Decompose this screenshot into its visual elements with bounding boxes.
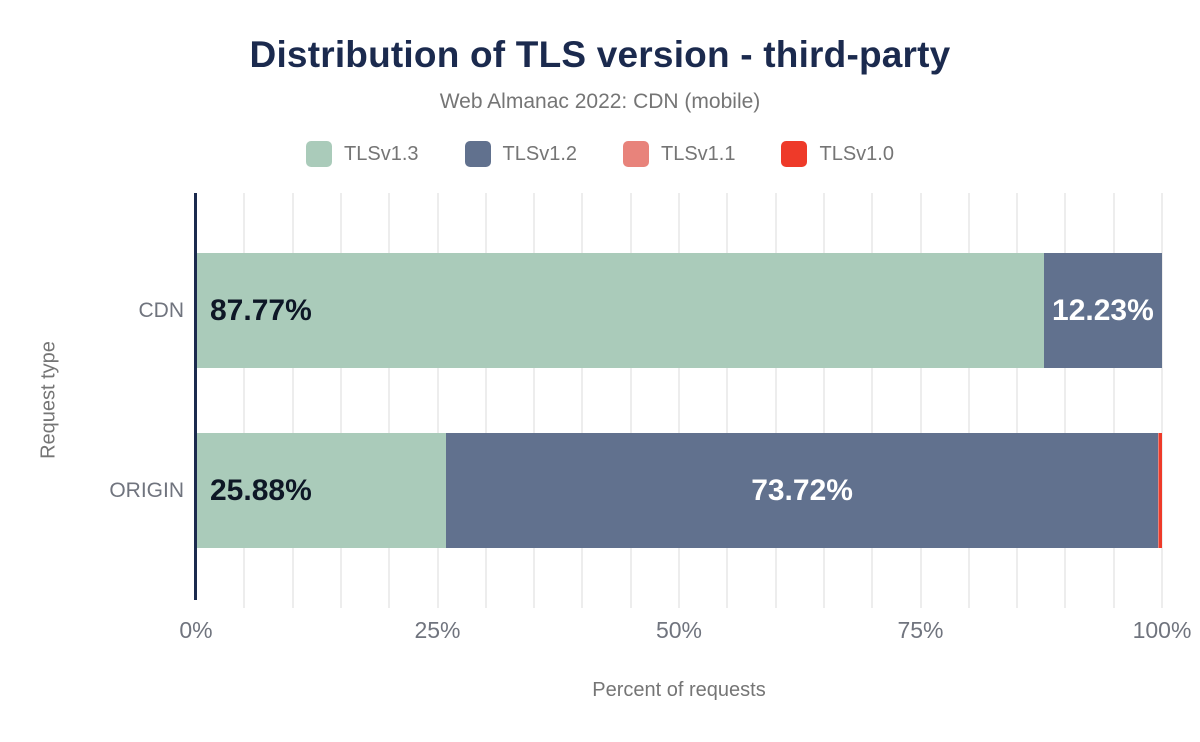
data-label-origin-tlsv1.3: 25.88% bbox=[210, 473, 312, 507]
gridline-75 bbox=[919, 193, 922, 608]
gridline-5 bbox=[243, 193, 246, 608]
legend-item-tlsv1.0: TLSv1.0 bbox=[781, 141, 894, 167]
bar-row-cdn: 87.77% 12.23% bbox=[196, 253, 1162, 368]
bar-segment-cdn-tlsv1.3: 87.77% bbox=[196, 253, 1044, 368]
category-label-origin: ORIGIN bbox=[109, 478, 184, 502]
legend-label: TLSv1.3 bbox=[344, 142, 419, 165]
legend-item-tlsv1.2: TLSv1.2 bbox=[464, 141, 577, 167]
gridline-20 bbox=[388, 193, 391, 608]
data-label-cdn-tlsv1.2: 12.23% bbox=[1052, 293, 1154, 327]
gridline-10 bbox=[291, 193, 294, 608]
gridline-65 bbox=[822, 193, 825, 608]
legend-item-tlsv1.1: TLSv1.1 bbox=[623, 141, 735, 167]
y-axis-line bbox=[194, 193, 197, 600]
bar-segment-origin-tlsv1.1 bbox=[1158, 433, 1160, 548]
x-tick-100pct: 100% bbox=[1132, 617, 1192, 643]
category-label-cdn: CDN bbox=[138, 298, 185, 322]
legend-label: TLSv1.2 bbox=[502, 142, 577, 165]
gridline-90 bbox=[1064, 193, 1067, 608]
gridline-95 bbox=[1112, 193, 1115, 608]
chart-title: Distribution of TLS version - third-part… bbox=[249, 34, 951, 75]
gridline-85 bbox=[1016, 193, 1019, 608]
gridline-50 bbox=[678, 193, 680, 608]
x-tick-25pct: 25% bbox=[414, 617, 461, 643]
x-tick-75pct: 75% bbox=[897, 617, 944, 643]
legend-item-tlsv1.3: TLSv1.3 bbox=[306, 141, 419, 167]
gridline-35 bbox=[533, 193, 536, 608]
gridline-100 bbox=[1161, 193, 1163, 608]
legend-label: TLSv1.1 bbox=[661, 142, 736, 165]
gridline-55 bbox=[726, 193, 729, 608]
legend-label: TLSv1.0 bbox=[819, 142, 894, 165]
data-label-cdn-tlsv1.3: 87.77% bbox=[210, 293, 312, 327]
bar-segment-cdn-tlsv1.2: 12.23% bbox=[1043, 253, 1162, 368]
plot-area: 87.77% 12.23% 25.88% 73.72% bbox=[196, 193, 1163, 608]
x-axis-title: Percent of requests bbox=[592, 679, 766, 701]
gridline-15 bbox=[339, 193, 342, 608]
data-label-origin-tlsv1.2: 73.72% bbox=[751, 473, 853, 507]
gridline-25 bbox=[436, 193, 439, 608]
gridline-40 bbox=[581, 193, 584, 608]
x-tick-0pct: 0% bbox=[179, 617, 213, 643]
gridline-80 bbox=[967, 193, 970, 608]
legend: TLSv1.3 TLSv1.2 TLSv1.1 TLSv1.0 bbox=[0, 141, 1200, 167]
bar-segment-origin-tlsv1.3: 25.88% bbox=[196, 433, 446, 548]
y-axis-title: Request type bbox=[37, 341, 60, 459]
bar-row-origin: 25.88% 73.72% bbox=[196, 433, 1162, 548]
gridline-30 bbox=[484, 193, 487, 608]
gridline-60 bbox=[774, 193, 777, 608]
legend-swatch-icon bbox=[781, 141, 808, 167]
chart-subtitle: Web Almanac 2022: CDN (mobile) bbox=[439, 90, 761, 113]
legend-swatch-icon bbox=[464, 141, 491, 167]
legend-swatch-icon bbox=[623, 141, 649, 167]
gridline-45 bbox=[629, 193, 632, 608]
bar-segment-origin-tlsv1.2: 73.72% bbox=[446, 433, 1159, 548]
gridline-70 bbox=[871, 193, 874, 608]
legend-swatch-icon bbox=[306, 141, 333, 167]
x-tick-50pct: 50% bbox=[655, 617, 703, 643]
bar-segment-origin-tlsv1.0 bbox=[1159, 433, 1162, 548]
